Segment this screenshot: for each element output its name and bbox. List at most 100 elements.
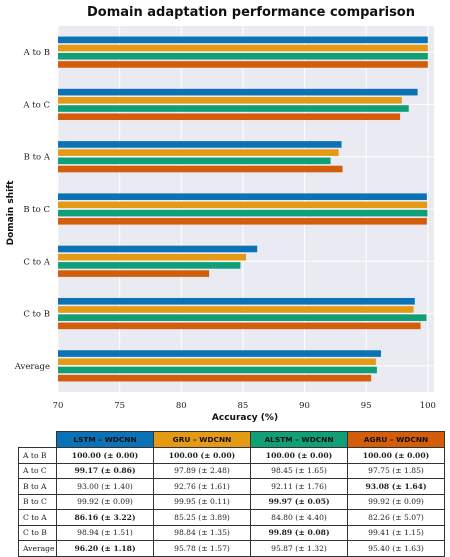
x-ticks: 70 75 80 85 90 95 100 — [53, 401, 436, 411]
table-cell: 95.40 (± 1.63) — [347, 540, 445, 557]
bar — [58, 105, 409, 112]
table-row: A to B 100.00 (± 0.00) 100.00 (± 0.00) 100.… — [18, 447, 445, 464]
bar — [58, 314, 427, 321]
table-row: C to A 86.16 (± 3.22) 85.25 (± 3.89) 84.80 … — [18, 509, 445, 526]
table-cell: 100.00 (± 0.00) — [347, 447, 445, 464]
table-row: Average 96.20 (± 1.18) 95.78 (± 1.57) 95.87… — [18, 540, 445, 557]
table-row-label: C to B — [18, 524, 57, 541]
bar — [58, 374, 372, 382]
bar — [58, 113, 401, 121]
bar — [58, 44, 428, 52]
bar — [58, 165, 343, 173]
table-row-label: A to C — [18, 462, 57, 479]
bar — [58, 253, 246, 261]
bars-group — [58, 36, 428, 382]
table-cell: 100.00 (± 0.00) — [56, 447, 154, 464]
bar — [58, 157, 331, 165]
table-cell: 97.75 (± 1.85) — [347, 462, 445, 479]
table-cell: 96.20 (± 1.18) — [56, 540, 154, 557]
table-row: C to B 98.94 (± 1.51) 98.84 (± 1.35) 99.89 … — [18, 524, 445, 541]
table-cell: 98.94 (± 1.51) — [56, 524, 154, 541]
x-tick-label: 95 — [361, 401, 372, 411]
x-axis-label: Accuracy (%) — [212, 413, 278, 423]
table-row-label: B to A — [18, 478, 57, 495]
bar — [58, 61, 428, 68]
table-cell: 99.89 (± 0.08) — [250, 524, 348, 541]
bar — [58, 193, 427, 200]
table-cell: 100.00 (± 0.00) — [250, 447, 348, 464]
table-cell: 95.78 (± 1.57) — [153, 540, 251, 557]
table-cell: 85.25 (± 3.89) — [153, 509, 251, 526]
y-tick-label: Average — [14, 362, 50, 372]
bar — [58, 141, 342, 148]
table-cell: 99.17 (± 0.86) — [56, 462, 154, 479]
table-cell: 93.08 (± 1.64) — [347, 478, 445, 495]
table-body: A to B 100.00 (± 0.00) 100.00 (± 0.00) 100.… — [18, 447, 445, 557]
table-cell: 99.95 (± 0.11) — [153, 493, 251, 510]
table-cell: 99.92 (± 0.09) — [56, 493, 154, 510]
table-row-label: C to A — [18, 509, 57, 526]
bar — [58, 218, 427, 225]
results-table: LSTM – WDCNN GRU – WDCNN ALSTM – WDCNN AGRU… — [18, 431, 445, 557]
table-cell: 95.87 (± 1.32) — [250, 540, 348, 557]
bar — [58, 270, 210, 277]
x-tick-label: 75 — [114, 401, 125, 411]
table-cell: 97.89 (± 2.48) — [153, 462, 251, 479]
table-cell: 99.41 (± 1.15) — [347, 524, 445, 541]
table-cell: 92.11 (± 1.76) — [250, 478, 348, 495]
x-tick-label: 85 — [238, 401, 249, 411]
table-header-row: LSTM – WDCNN GRU – WDCNN ALSTM – WDCNN AGRU… — [18, 431, 445, 448]
bar — [58, 97, 402, 104]
y-tick-label: B to A — [24, 153, 51, 163]
table-row: B to C 99.92 (± 0.09) 99.95 (± 0.11) 99.97 … — [18, 493, 445, 510]
table-cell: 100.00 (± 0.00) — [153, 447, 251, 464]
bar — [58, 366, 377, 374]
bar — [58, 358, 376, 366]
y-tick-label: A to C — [22, 100, 50, 110]
y-tick-label: A to B — [23, 48, 50, 58]
bar — [58, 262, 241, 269]
table-cell: 92.76 (± 1.61) — [153, 478, 251, 495]
bar — [58, 245, 258, 253]
table-column-header: ALSTM – WDCNN — [250, 431, 348, 448]
table-column-header: AGRU – WDCNN — [347, 431, 445, 448]
table-cell: 82.26 (± 5.07) — [347, 509, 445, 526]
y-tick-label: B to C — [23, 205, 50, 215]
y-axis-label: Domain shift — [6, 180, 16, 245]
table-row-label: A to B — [18, 447, 57, 464]
bar — [58, 322, 421, 330]
x-tick-label: 70 — [53, 401, 64, 411]
table-cell: 98.45 (± 1.65) — [250, 462, 348, 479]
table-corner — [18, 431, 57, 448]
table-cell: 86.16 (± 3.22) — [56, 509, 154, 526]
bar — [58, 297, 415, 305]
x-tick-label: 90 — [299, 401, 310, 411]
table-column-header: GRU – WDCNN — [153, 431, 251, 448]
bar — [58, 149, 339, 156]
x-tick-label: 100 — [420, 401, 436, 411]
x-tick-label: 80 — [176, 401, 187, 411]
bar — [58, 88, 418, 96]
bar — [58, 52, 428, 60]
y-tick-label: C to B — [23, 310, 50, 320]
table-cell: 98.84 (± 1.35) — [153, 524, 251, 541]
bar — [58, 350, 381, 357]
table-row: A to C 99.17 (± 0.86) 97.89 (± 2.48) 98.45 … — [18, 462, 445, 479]
table-cell: 93.00 (± 1.40) — [56, 478, 154, 495]
table-row-label: B to C — [18, 493, 57, 510]
table-column-header: LSTM – WDCNN — [56, 431, 154, 448]
y-ticks: A to B A to C B to A B to C C to A C to B Aver… — [14, 48, 51, 372]
grid-lines — [57, 26, 434, 392]
table-row: B to A 93.00 (± 1.40) 92.76 (± 1.61) 92.11 … — [18, 478, 445, 495]
bar — [58, 36, 428, 44]
table-cell: 84.80 (± 4.40) — [250, 509, 348, 526]
y-tick-label: C to A — [23, 257, 50, 267]
table-row-label: Average — [18, 540, 57, 557]
table-cell: 99.97 (± 0.05) — [250, 493, 348, 510]
bar-chart: Domain adaptation performance comparison… — [6, 5, 436, 423]
bar — [58, 209, 428, 217]
table-cell: 99.92 (± 0.09) — [347, 493, 445, 510]
bar — [58, 306, 414, 313]
bar — [58, 201, 428, 209]
chart-title: Domain adaptation performance comparison — [87, 5, 415, 20]
